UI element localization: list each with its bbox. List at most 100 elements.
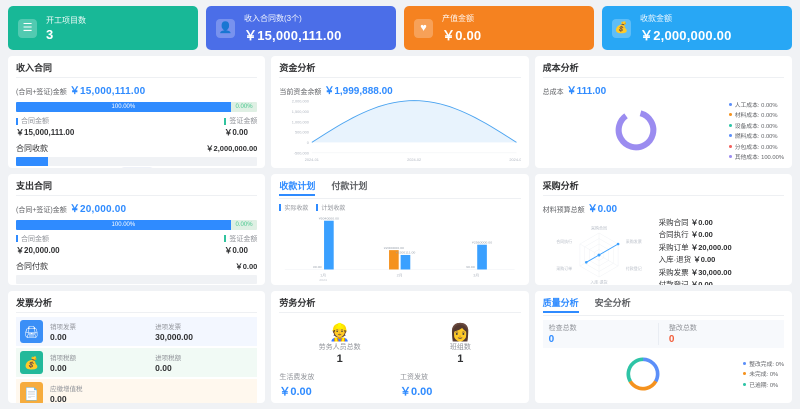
procure-item-value: ￥20,000.00 bbox=[690, 242, 732, 252]
procure-item: 采购发票 ￥30,000.00 bbox=[659, 267, 732, 278]
labor-living-allowance: 生活费发放 ￥0.00 bbox=[279, 372, 400, 399]
printer-invoice-icon: 🖨 bbox=[20, 320, 43, 344]
cost-total: 总成本 ￥111.00 bbox=[543, 82, 784, 97]
procure-radar-chart: 采购合同 采购发票 付款登记 入库·退货 采购订单 合同执行 bbox=[543, 215, 655, 286]
svg-text:付款登记: 付款登记 bbox=[625, 265, 641, 271]
quality-rectification-total: 整改总数 0 bbox=[657, 323, 778, 346]
svg-text:2024-02: 2024-02 bbox=[407, 158, 421, 162]
svg-text:¥2560000.00: ¥2560000.00 bbox=[472, 240, 492, 244]
procure-item-value: ￥0.00 bbox=[690, 230, 713, 240]
labor-value: 1 bbox=[336, 353, 343, 366]
invoice-cell: 进项发票 30,000.00 bbox=[155, 321, 253, 342]
procure-item: 合同执行 ￥0.00 bbox=[659, 229, 732, 240]
expense-legend-contract: 合同金额 ￥20,000.00 bbox=[16, 234, 60, 256]
invoice-cell-label: 进项发票 bbox=[155, 324, 182, 332]
expense-total-label: (合同+签证)金额 bbox=[16, 206, 67, 214]
legend-label: 燃料成本: 0.00% bbox=[734, 134, 778, 141]
labor-bottom-value: ￥0.00 bbox=[279, 385, 312, 398]
tab-receipt-plan[interactable]: 收款计划 bbox=[279, 179, 316, 196]
labor-bottom-value: ￥0.00 bbox=[400, 385, 433, 398]
legend-color-dot bbox=[728, 113, 732, 117]
receipt-plan-bar-chart: ¥0.00 ¥5040000.00 1月 2024 ¥2000000.00 ¥150011… bbox=[279, 212, 520, 281]
procure-budget-label: 材料预算总额 bbox=[542, 206, 585, 214]
cost-donut-chart bbox=[543, 104, 729, 156]
procure-value-list: 采购合同 ￥0.00 合同执行 ￥0.00 采购订单 ￥20,000.00 入库·退货… bbox=[655, 217, 732, 285]
svg-text:2月: 2月 bbox=[397, 272, 403, 277]
labor-team-count: 👩 班组数 1 bbox=[400, 317, 521, 372]
invoice-cell-value: 0.00 bbox=[50, 394, 67, 403]
legend-label: 设备成本: 0.00% bbox=[734, 123, 778, 130]
expense-visa-portion: 0.00% bbox=[230, 219, 258, 230]
legend-item: 燃料成本: 0.00% bbox=[728, 131, 784, 141]
svg-text:1,500,000: 1,500,000 bbox=[292, 110, 309, 114]
legend-item: 未完成: 0% bbox=[743, 369, 784, 378]
legend-value: ￥0.00 bbox=[224, 245, 248, 255]
invoice-cell-label: 销项发票 bbox=[50, 324, 76, 332]
legend-color-dot bbox=[728, 155, 732, 159]
legend-label: 签证金额 bbox=[224, 234, 257, 244]
procure-item-value: ￥0.00 bbox=[693, 255, 716, 265]
legend-item: 已逾期: 0% bbox=[743, 380, 784, 389]
card-title: 收入合同 bbox=[16, 61, 258, 78]
expense-pay-row: 合同付款 ￥0.00 bbox=[16, 261, 257, 272]
tab-payment-plan[interactable]: 付款计划 bbox=[331, 180, 368, 191]
invoice-cell: 进项税额 0.00 bbox=[155, 352, 253, 373]
legend-label: 合同金额 bbox=[16, 116, 74, 126]
collect-label: 合同收款 bbox=[16, 144, 48, 153]
procure-item: 采购订单 ￥20,000.00 bbox=[659, 242, 732, 253]
stat-value: 0 bbox=[548, 334, 555, 346]
kpi-value: ￥0.00 bbox=[442, 27, 482, 43]
procure-item-value: ￥30,000.00 bbox=[690, 267, 732, 277]
card-procurement-analysis: 采购分析 材料预算总额 ￥0.00 采购合同 采购发票 付款登记 入库·退货 采购订单合… bbox=[534, 173, 792, 286]
shield-icon: ♥ bbox=[414, 18, 433, 38]
stat-value: 0 bbox=[668, 334, 675, 346]
kpi-card-collection[interactable]: 💰 收款金额 ￥2,000,000.00 bbox=[602, 6, 792, 50]
procure-item-label: 采购合同 bbox=[658, 217, 689, 227]
legend-label: 整改完成: 0% bbox=[749, 361, 784, 368]
labor-label: 班组数 bbox=[449, 344, 471, 352]
legend-item: 材料成本: 0.00% bbox=[728, 110, 784, 119]
legend-color-dot bbox=[743, 382, 747, 386]
svg-text:-500,000: -500,000 bbox=[294, 152, 309, 156]
legend-value: ￥20,000.00 bbox=[16, 245, 60, 255]
quality-donut-chart bbox=[543, 352, 744, 396]
invoice-cell: 应缴增值税 0.00 bbox=[50, 383, 148, 403]
kpi-card-income-contracts[interactable]: 👤 收入合同数(3个) ￥15,000,111.00 bbox=[206, 6, 396, 50]
income-visa-portion: 0.00% bbox=[230, 102, 258, 112]
card-title: 支出合同 bbox=[16, 179, 258, 196]
kpi-value: ￥15,000,111.00 bbox=[244, 27, 342, 43]
card-title: 成本分析 bbox=[542, 61, 784, 78]
svg-text:2024-03: 2024-03 bbox=[510, 158, 521, 162]
invoice-row: 💰 销项税额 0.00 进项税额 0.00 bbox=[16, 348, 258, 378]
procure-item: 入库·退货 ￥0.00 bbox=[659, 254, 732, 265]
card-expense-contract: 支出合同 (合同+签证)金额 ￥20,000.00 100.00% 0.00% … bbox=[8, 173, 266, 286]
tab-quality-analysis[interactable]: 质量分析 bbox=[542, 296, 579, 314]
fund-area-chart: 2,000,000 1,500,000 1,000,000 500,000 0 -500,… bbox=[279, 97, 521, 164]
worker-icon: 👷 bbox=[329, 323, 351, 343]
plan-legend: 实际收款 计划收款 bbox=[279, 203, 520, 212]
kpi-card-projects[interactable]: ☰ 开工项目数 3 bbox=[8, 6, 198, 50]
svg-text:0: 0 bbox=[307, 141, 309, 145]
svg-text:¥0.00: ¥0.00 bbox=[313, 265, 322, 269]
cost-total-value: ￥111.00 bbox=[566, 86, 607, 97]
dashboard-grid: 收入合同 (合同+签证)金额 ￥15,000,111.00 100.00% 0.… bbox=[8, 56, 792, 403]
legend-actual: 实际收款 bbox=[279, 203, 308, 212]
invoice-row: 📄 应缴增值税 0.00 bbox=[16, 379, 258, 403]
kpi-card-output-value[interactable]: ♥ 产值金额 ￥0.00 bbox=[404, 6, 594, 50]
invoice-cell-value: 0.00 bbox=[50, 363, 67, 374]
quality-legend: 整改完成: 0% 未完成: 0% 已逾期: 0% bbox=[743, 359, 784, 389]
legend-color-dot bbox=[743, 372, 747, 376]
procure-item-label: 采购订单 bbox=[658, 242, 689, 252]
income-legend-contract: 合同金额 ￥15,000,111.00 bbox=[16, 116, 74, 138]
card-title: 资金分析 bbox=[279, 61, 521, 78]
legend-item: 人工成本: 0.00% bbox=[728, 100, 784, 109]
invoice-cell: 销项发票 0.00 bbox=[50, 321, 148, 342]
card-income-contract: 收入合同 (合同+签证)金额 ￥15,000,111.00 100.00% 0.… bbox=[8, 56, 266, 168]
card-title: 采购分析 bbox=[542, 179, 784, 196]
procure-item-label: 付款登记 bbox=[658, 280, 689, 286]
tab-safety-analysis[interactable]: 安全分析 bbox=[594, 298, 631, 309]
procure-item: 采购合同 ￥0.00 bbox=[659, 217, 732, 228]
card-invoice-analysis: 发票分析 🖨 销项发票 0.00 进项发票 30,000.00 💰 销项税额 0.00 进项税额… bbox=[8, 291, 266, 403]
legend-planned: 计划收款 bbox=[316, 203, 345, 212]
